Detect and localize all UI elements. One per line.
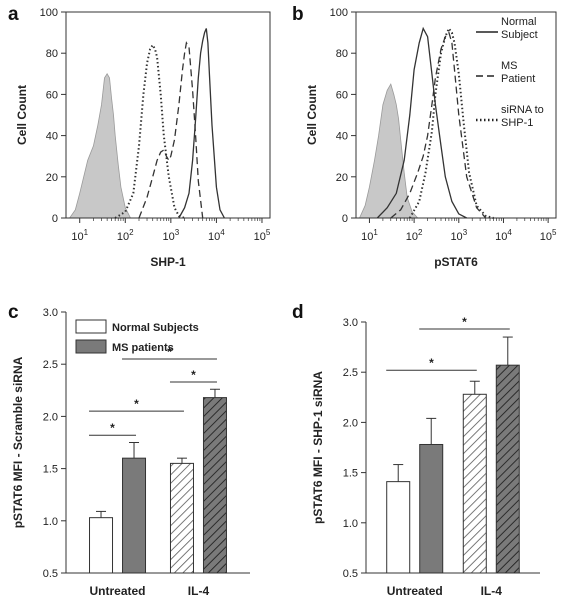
bar-ms-patients-il-4	[202, 397, 227, 574]
x-tick-label: 103	[162, 228, 179, 243]
bar-ms-patients-untreated	[122, 457, 147, 574]
significance-star: *	[134, 397, 139, 411]
panel-letter-a: a	[8, 4, 19, 25]
x-tick-label: 101	[71, 228, 88, 243]
category-label: IL-4	[481, 584, 503, 598]
y-tick-label: 60	[46, 89, 58, 101]
x-tick-label: 105	[254, 228, 271, 243]
y-tick-label: 2.0	[43, 411, 58, 423]
bar-ms-patients-untreated	[419, 443, 444, 574]
plot-frame	[355, 11, 557, 219]
y-tick-label: 1.5	[343, 468, 358, 480]
significance-star: *	[462, 315, 467, 329]
y-tick-label: 1.0	[43, 516, 58, 528]
significance-star: *	[110, 421, 115, 435]
legend-label-line1: MS	[501, 60, 518, 72]
panel-letter-c: c	[8, 302, 19, 323]
y-tick-label: 0	[52, 213, 58, 225]
histogram-line-solid-1	[376, 26, 467, 219]
histogram-shaded-0	[358, 83, 419, 219]
category-label: Untreated	[90, 584, 146, 598]
bar-normal-subjects-il-4	[169, 462, 194, 574]
histogram-line-dotted-3	[408, 26, 494, 219]
x-tick-label: 102	[117, 228, 134, 243]
y-tick-label: 80	[336, 48, 348, 60]
histogram-panel-b: 0 20 40 60 80 100 101 102 103 104 105 pSTAT6 Cell Co…	[305, 7, 557, 269]
legend-label-line2: SHP-1	[501, 117, 533, 129]
legend-label-line2: Patient	[501, 73, 535, 85]
y-tick-label: 3.0	[43, 307, 58, 319]
y-tick-label: 60	[336, 89, 348, 101]
histogram-panel-a: 0 20 40 60 80 100 101 102 103 104 105 SHP-1 Cell Cou…	[15, 7, 271, 269]
histogram-shaded-0	[68, 73, 132, 219]
bar-panel-d: 0.5 1.0 1.5 2.0 2.5 3.0 * * Untreated IL-4 pSTAT6 …	[311, 315, 540, 598]
panel-letter-d: d	[292, 302, 304, 323]
histogram-line-dotted-1	[114, 43, 185, 219]
category-label: IL-4	[188, 584, 210, 598]
histogram-line-dashed-2	[138, 41, 204, 219]
bar-normal-subjects-untreated	[89, 517, 114, 574]
legend-swatch-0	[75, 319, 107, 334]
legend-swatch-1	[75, 339, 107, 354]
x-tick-label: 105	[540, 228, 557, 243]
histogram-line-solid-3	[178, 28, 225, 219]
legend-label-line1: Normal	[501, 16, 536, 28]
y-tick-label: 0.5	[43, 568, 58, 580]
legend-label: Normal Subjects	[112, 322, 199, 334]
plot-frame	[65, 11, 271, 219]
y-axis-title: pSTAT6 MFI - SHP-1 siRNA	[311, 371, 325, 524]
panel-letter-b: b	[292, 4, 304, 25]
legend-label-line2: Subject	[501, 29, 538, 41]
y-tick-label: 20	[46, 172, 58, 184]
y-tick-label: 1.5	[43, 464, 58, 476]
y-tick-label: 20	[336, 172, 348, 184]
y-tick-label: 3.0	[343, 317, 358, 329]
y-tick-label: 100	[40, 7, 58, 19]
significance-star: *	[191, 368, 196, 382]
y-tick-label: 40	[336, 131, 348, 143]
y-tick-label: 80	[46, 48, 58, 60]
y-axis-title: Cell Count	[15, 85, 29, 145]
significance-star: *	[167, 345, 172, 359]
y-tick-label: 0	[342, 213, 348, 225]
y-tick-label: 0.5	[343, 568, 358, 580]
bar-panel-c: 0.5 1.0 1.5 2.0 2.5 3.0 * * * * Untreated IL-4 pSTAT…	[11, 307, 250, 598]
y-tick-label: 1.0	[343, 518, 358, 530]
y-axis-title: Cell Count	[305, 85, 319, 145]
y-tick-label: 40	[46, 131, 58, 143]
bar-normal-subjects-il-4	[462, 393, 487, 574]
x-tick-label: 101	[361, 228, 378, 243]
category-label: Untreated	[387, 584, 443, 598]
legend-label: MS patients	[112, 342, 174, 354]
significance-star: *	[429, 356, 434, 370]
x-tick-label: 104	[495, 228, 512, 243]
bar-normal-subjects-untreated	[386, 481, 411, 574]
bar-ms-patients-il-4	[495, 364, 520, 574]
y-axis-title: pSTAT6 MFI - Scramble siRNA	[11, 356, 25, 528]
x-tick-label: 102	[406, 228, 423, 243]
y-tick-label: 2.5	[43, 359, 58, 371]
x-tick-label: 103	[450, 228, 467, 243]
x-axis-title: pSTAT6	[434, 255, 478, 269]
histogram-line-dashed-2	[390, 31, 487, 219]
y-tick-label: 100	[330, 7, 348, 19]
x-tick-label: 104	[208, 228, 225, 243]
x-axis-title: SHP-1	[150, 255, 186, 269]
y-tick-label: 2.5	[343, 367, 358, 379]
legend-label-line1: siRNA to	[501, 104, 544, 116]
y-tick-label: 2.0	[343, 417, 358, 429]
